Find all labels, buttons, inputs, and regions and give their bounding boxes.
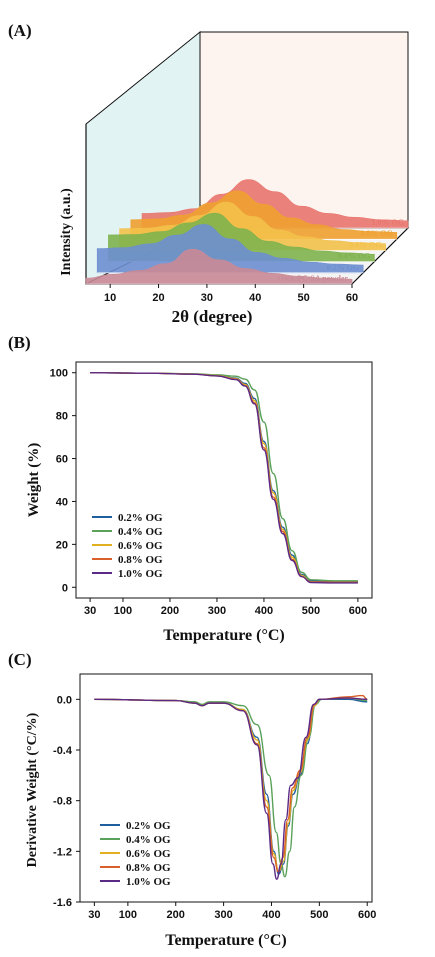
panel-b-y-title: Weight (%) — [26, 443, 42, 518]
y-tick-label: -1.6 — [53, 897, 72, 909]
ribbon-label-0-2-og: 0.2% OG — [327, 263, 359, 272]
panel-c-plot-frame — [79, 673, 373, 903]
x-tick-label: 200 — [167, 909, 185, 921]
x-tick-label: 40 — [249, 292, 261, 304]
x-tick-label: 400 — [262, 909, 280, 921]
y-tick-label: -0.4 — [53, 745, 73, 757]
x-tick-label: 10 — [104, 292, 116, 304]
x-tick-label: 500 — [302, 605, 320, 617]
y-tick-label: -1.2 — [53, 846, 72, 858]
legend-label-0-6-og: 0.6% OG — [118, 540, 163, 552]
x-tick-label: 60 — [346, 292, 358, 304]
panel-b-label: (B) — [8, 333, 31, 352]
x-tick-label: 600 — [358, 909, 376, 921]
panel-c-y-title: Derivative Weight (°C/%) — [25, 712, 40, 867]
legend-label-0-4-og: 0.4% OG — [126, 834, 171, 846]
ribbon-label-0-8-og: 0.8% OG — [360, 229, 392, 238]
legend-label-0-2-og: 0.2% OG — [126, 820, 171, 832]
panel-b: (B) 30 100 200 300 400 500 600 0 20 40 60 80 100 0.2… — [8, 333, 373, 644]
x-tick-label: 30 — [84, 605, 96, 617]
panel-a-x-title: 2θ (degree) — [172, 307, 253, 326]
x-tick-label: 200 — [161, 605, 179, 617]
y-tick-label: 20 — [56, 539, 68, 551]
panel-c-axes: 30 100 200 300 400 500 600 0.0 -0.4 -0.8 -1.2 -1.6 — [53, 694, 376, 921]
panel-a-y-title: Intensity (a.u.) — [59, 188, 74, 276]
panel-c-x-title: Temperature (°C) — [165, 932, 286, 949]
ribbon-ova-pc-sa-powder — [85, 248, 353, 285]
panel-c: (C) 30 100 200 300 400 500 600 0.0 -0.4 -0.8 -1.2 -… — [8, 650, 376, 949]
ribbon-label-1-0-og: 1.0% OG — [372, 218, 404, 227]
panel-c-series — [94, 694, 368, 880]
ribbon-label-0-6-og: 0.6% OG — [349, 240, 381, 249]
panel-b-plot-frame — [75, 361, 373, 599]
x-tick-label: 100 — [114, 605, 132, 617]
x-tick-label: 20 — [152, 292, 164, 304]
y-tick-label: 0 — [62, 582, 68, 594]
series-line-1-0-og — [90, 372, 358, 584]
legend-label-1-0-og: 1.0% OG — [126, 876, 171, 888]
panel-a: (A) 1.0% OG 0.8% OG 0.6% OG 0.4% OG 0.2% OG O… — [8, 21, 410, 326]
x-tick-label: 400 — [255, 605, 273, 617]
panel-c-label: (C) — [8, 650, 32, 669]
panel-a-ribbons: 1.0% OG 0.8% OG 0.6% OG 0.4% OG 0.2% OG OVA-P… — [85, 179, 409, 285]
panel-b-x-title: Temperature (°C) — [163, 627, 284, 644]
legend-label-0-4-og: 0.4% OG — [118, 526, 163, 538]
panel-a-x-ticks: 10 20 30 40 50 60 — [104, 284, 358, 304]
y-tick-label: -0.8 — [53, 796, 72, 808]
panel-b-legend: 0.2% OG 0.4% OG 0.6% OG 0.8% OG 1.0% OG — [92, 512, 163, 580]
ribbon-label-ova-pc-sa-powder: OVA-PC-SA powder — [278, 274, 349, 283]
y-tick-label: 60 — [56, 454, 68, 466]
x-tick-label: 300 — [208, 605, 226, 617]
panel-b-series — [90, 372, 358, 584]
panel-a-depth-axis — [351, 227, 409, 285]
y-tick-label: 40 — [56, 496, 68, 508]
legend-label-1-0-og: 1.0% OG — [118, 568, 163, 580]
x-tick-label: 50 — [298, 292, 310, 304]
x-tick-label: 600 — [349, 605, 367, 617]
panel-b-axes: 30 100 200 300 400 500 600 0 20 40 60 80 100 — [50, 368, 367, 617]
panel-a-label: (A) — [8, 21, 32, 40]
ribbon-0-2-og — [96, 224, 364, 274]
panel-c-legend: 0.2% OG 0.4% OG 0.6% OG 0.8% OG 1.0% OG — [100, 820, 171, 888]
legend-label-0-2-og: 0.2% OG — [118, 512, 163, 524]
legend-label-0-8-og: 0.8% OG — [126, 862, 171, 874]
y-tick-label: 100 — [50, 368, 68, 380]
x-tick-label: 30 — [88, 909, 100, 921]
y-tick-label: 80 — [56, 411, 68, 423]
y-tick-label: 0.0 — [57, 694, 72, 706]
x-tick-label: 30 — [201, 292, 213, 304]
legend-label-0-8-og: 0.8% OG — [118, 554, 163, 566]
legend-label-0-6-og: 0.6% OG — [126, 848, 171, 860]
series-line-1-0-og — [94, 697, 368, 880]
ribbon-label-0-4-og: 0.4% OG — [338, 252, 370, 261]
x-tick-label: 500 — [310, 909, 328, 921]
x-tick-label: 100 — [119, 909, 137, 921]
x-tick-label: 300 — [214, 909, 232, 921]
